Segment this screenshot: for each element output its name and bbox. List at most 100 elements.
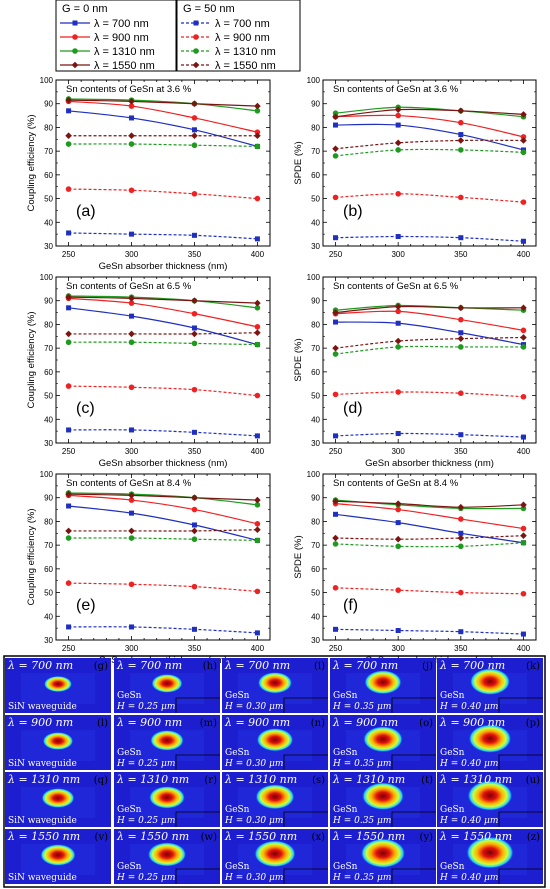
y-tick-label: 90	[44, 494, 53, 503]
wavelength-label: λ = 1310 nm	[224, 773, 297, 786]
series-3	[332, 497, 527, 511]
x-tick-label: 300	[391, 644, 405, 653]
y-tick-label: 60	[44, 565, 53, 574]
x-tick-label: 300	[125, 250, 139, 259]
data-point	[332, 497, 339, 505]
subfigure-label: (w)	[201, 832, 217, 843]
x-tick-label: 400	[251, 250, 265, 259]
series-line	[335, 108, 524, 118]
panel-label: (e)	[76, 597, 96, 614]
series-3	[65, 293, 261, 307]
data-point	[332, 344, 339, 352]
data-point	[128, 581, 135, 588]
data-point	[65, 580, 72, 586]
series-4	[333, 431, 526, 440]
data-point	[128, 103, 135, 109]
y-tick-label: 50	[44, 195, 53, 204]
gesn-outline	[175, 754, 220, 770]
data-point	[66, 230, 72, 236]
gesn-outline	[175, 811, 220, 827]
data-point	[395, 587, 401, 593]
y-tick-label: 90	[44, 100, 53, 109]
y-tick-label: 80	[311, 320, 320, 329]
data-point	[395, 520, 401, 526]
legend-entries: λ = 700 nm λ = 700 nm λ = 900 nm λ = 900 nm…	[60, 18, 276, 72]
mode-profile	[364, 670, 402, 695]
data-point	[128, 295, 135, 302]
data-point	[191, 310, 198, 317]
series-line	[68, 332, 258, 335]
data-point	[128, 300, 135, 306]
gesn-outline	[175, 697, 220, 713]
data-point	[65, 527, 72, 535]
thickness-label: H = 0.25 μm	[116, 702, 175, 712]
thickness-label: H = 0.30 μm	[224, 759, 283, 769]
mode-profile	[258, 672, 292, 694]
series-line	[68, 537, 258, 541]
series-line	[335, 587, 524, 595]
data-point	[65, 339, 72, 346]
data-point	[191, 626, 197, 632]
wavelength-label: λ = 700 nm	[224, 659, 290, 672]
data-point	[129, 427, 135, 433]
chart-c: 250 300 350 400 30 40 50 60 70 80 90 100 Sn contents…	[26, 273, 271, 469]
subfigure-label: (m)	[200, 718, 217, 729]
data-point	[395, 431, 401, 437]
wavelength-label: λ = 1310 nm	[439, 773, 512, 786]
y-tick-label: 80	[311, 517, 320, 526]
data-point	[332, 585, 339, 591]
subfigure-label: (q)	[94, 775, 108, 786]
series-5	[332, 389, 527, 400]
x-axis-label: GeSn absorber thickness (nm)	[365, 458, 494, 469]
series-line	[335, 391, 524, 398]
data-point	[191, 429, 197, 435]
data-point	[191, 100, 198, 108]
chart-d: 250 300 350 400 30 40 50 60 70 80 90 100 Sn contents…	[293, 273, 537, 469]
data-point	[191, 330, 198, 338]
data-point	[520, 238, 526, 244]
data-point	[395, 191, 401, 197]
subfigure-label: (k)	[526, 661, 540, 672]
gesn-outline	[498, 754, 543, 770]
gesn-outline	[498, 811, 543, 827]
mode-profile	[147, 842, 187, 867]
series-6	[65, 339, 261, 348]
data-point	[458, 147, 464, 153]
panel-label: (c)	[76, 400, 95, 417]
data-point	[129, 115, 135, 121]
series-line	[335, 123, 524, 151]
x-tick-label: 350	[454, 447, 468, 456]
legend-marker-solid-3	[71, 61, 79, 69]
thickness-label: H = 0.40 μm	[439, 702, 498, 712]
data-point	[254, 433, 260, 439]
data-point	[332, 391, 339, 398]
y-tick-label: 80	[44, 123, 53, 132]
series-6	[332, 539, 527, 550]
data-point	[65, 383, 72, 389]
data-point	[458, 516, 464, 522]
data-point	[254, 630, 260, 636]
wavelength-label: λ = 900 nm	[224, 716, 290, 729]
x-tick-label: 350	[188, 250, 202, 259]
series-7	[65, 329, 261, 338]
gesn-label: GeSn	[333, 748, 358, 758]
x-tick-label: 400	[517, 250, 531, 259]
data-point	[332, 110, 339, 116]
wavelength-label: λ = 700 nm	[439, 659, 505, 672]
subfigure-label: (n)	[311, 718, 325, 729]
y-axis-label: SPDE (%)	[293, 141, 304, 184]
y-tick-label: 90	[44, 297, 53, 306]
legend-label-dashed-2: λ = 1310 nm	[215, 46, 276, 58]
charts: 250 300 350 400 30 40 50 60 70 80 90 100 Sn contents…	[26, 76, 537, 666]
subfigure-label: (y)	[420, 832, 434, 843]
data-point	[520, 532, 527, 539]
mode-profile	[468, 724, 512, 753]
thickness-label: H = 0.25 μm	[116, 759, 175, 769]
subfigure-label: (g)	[94, 661, 108, 672]
